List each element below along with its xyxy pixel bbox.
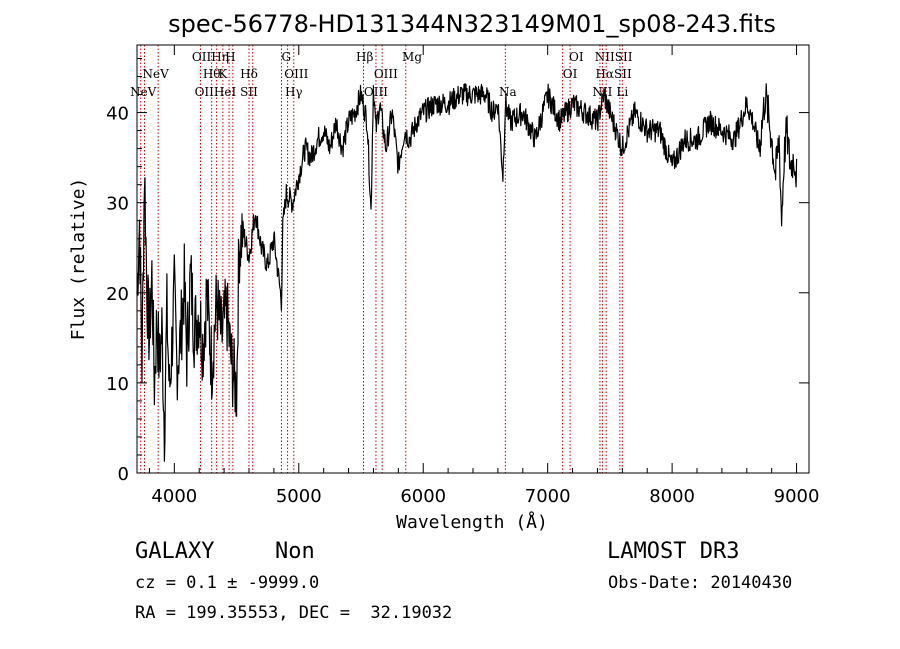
x-tick-label-4: 8000: [649, 486, 695, 507]
x-tick-label-2: 6000: [400, 486, 446, 507]
y-axis-label: Flux (relative): [68, 178, 89, 341]
line-label-16: Na: [499, 85, 517, 99]
y-tick-label-0: 0: [118, 464, 129, 485]
x-axis-label: Wavelength (Å): [396, 511, 548, 533]
chart-title: spec-56778-HD131344N323149M01_sp08-243.f…: [168, 10, 776, 38]
line-label-22: Li: [616, 85, 628, 99]
redshift-readout: cz = 0.1 ± -9999.0: [135, 573, 320, 593]
line-label-7: OIIHeI: [195, 85, 237, 99]
y-tick-label-1: 10: [106, 374, 129, 395]
obs-date: Obs-Date: 20140430: [608, 573, 793, 593]
line-label-8: SII: [240, 85, 258, 99]
line-label-9: G: [282, 50, 292, 64]
line-label-21: NII: [592, 85, 612, 99]
line-label-19: NIISII: [595, 50, 633, 64]
x-tick-label-1: 5000: [276, 486, 322, 507]
survey-name: LAMOST DR3: [607, 539, 740, 564]
line-label-1: NeV: [130, 85, 157, 99]
coordinates: RA = 199.35553, DEC = 32.19032: [135, 603, 453, 623]
line-label-0: NeV: [143, 67, 170, 81]
line-label-11: Hγ: [285, 85, 303, 99]
y-tick-label-4: 40: [106, 104, 129, 125]
line-label-5: K: [218, 67, 228, 81]
line-label-17: OI: [569, 50, 584, 64]
line-label-4: Hθ: [203, 67, 221, 81]
line-label-3: H: [225, 50, 235, 64]
y-tick-label-3: 30: [106, 194, 129, 215]
axis-ticks: 4000 5000 6000 7000 8000 9000 0 10 20 30 40: [106, 45, 819, 507]
line-label-13: OIII: [374, 67, 398, 81]
line-label-18: OI: [563, 67, 578, 81]
line-label-2: OIIHη: [192, 50, 229, 64]
line-label-6: Hδ: [240, 67, 258, 81]
line-label-15: Mg: [402, 50, 422, 64]
x-tick-label-3: 7000: [525, 486, 571, 507]
line-label-10: OIII: [284, 67, 308, 81]
spectrum-line: [136, 83, 798, 462]
y-tick-label-2: 20: [106, 284, 129, 305]
object-subclass: Non: [275, 539, 315, 564]
plot-frame: [136, 44, 810, 474]
line-label-12: Hβ: [356, 50, 373, 64]
x-tick-label-5: 9000: [774, 486, 820, 507]
object-class: GALAXY: [135, 539, 215, 564]
line-label-20: HαSII: [595, 67, 632, 81]
line-label-14: OIII: [364, 85, 388, 99]
x-tick-label-0: 4000: [151, 486, 197, 507]
